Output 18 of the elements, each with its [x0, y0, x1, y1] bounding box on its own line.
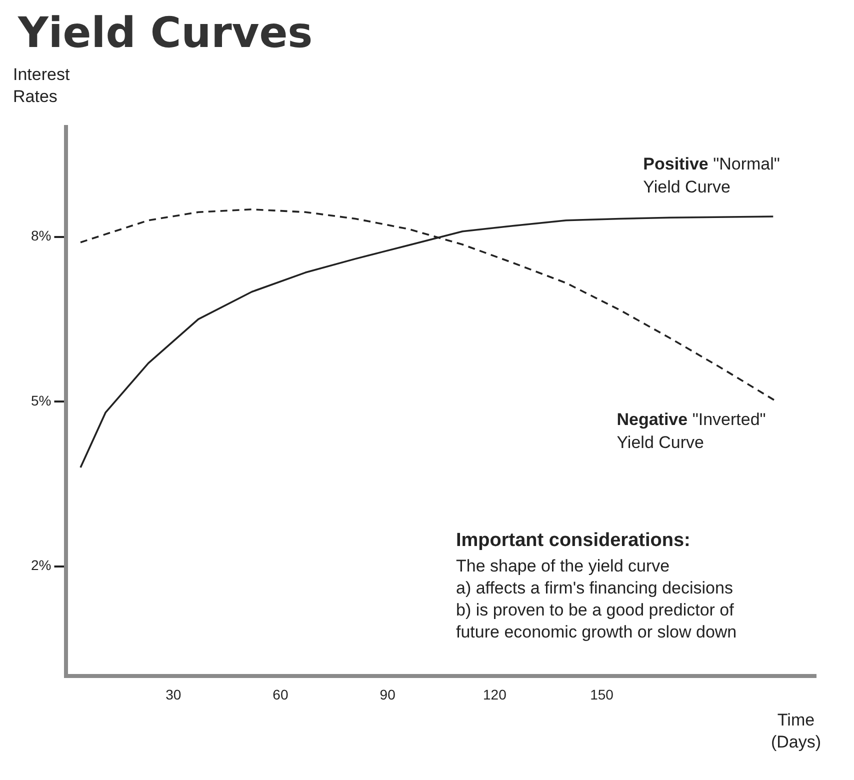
y-axis-title: Interest Rates	[13, 65, 70, 106]
series-label: Positive "Normal" Yield Curve	[643, 154, 780, 197]
x-tick-label: 30	[166, 686, 182, 702]
y-tick-label: 2%	[31, 557, 52, 574]
annotation: b) is proven to be a good predictor of	[456, 600, 734, 620]
y-tick-label: 8%	[31, 228, 52, 244]
y-tick-label: 5%	[31, 392, 52, 408]
annotation: future economic growth or slow down	[456, 622, 737, 642]
x-tick-label: 150	[590, 686, 614, 702]
annotation: a) affects a firm's financing decisions	[456, 578, 733, 598]
annotation: Important considerations:	[456, 530, 690, 551]
series-label: Negative "Inverted" Yield Curve	[616, 410, 766, 452]
x-tick-label: 60	[272, 686, 288, 702]
x-tick-label: 120	[482, 686, 507, 702]
annotation: The shape of the yield curve	[456, 556, 670, 576]
x-axis-title: Time (Days)	[770, 710, 822, 752]
chart-title: Yield Curves	[18, 8, 314, 57]
x-tick-label: 90	[380, 686, 396, 702]
